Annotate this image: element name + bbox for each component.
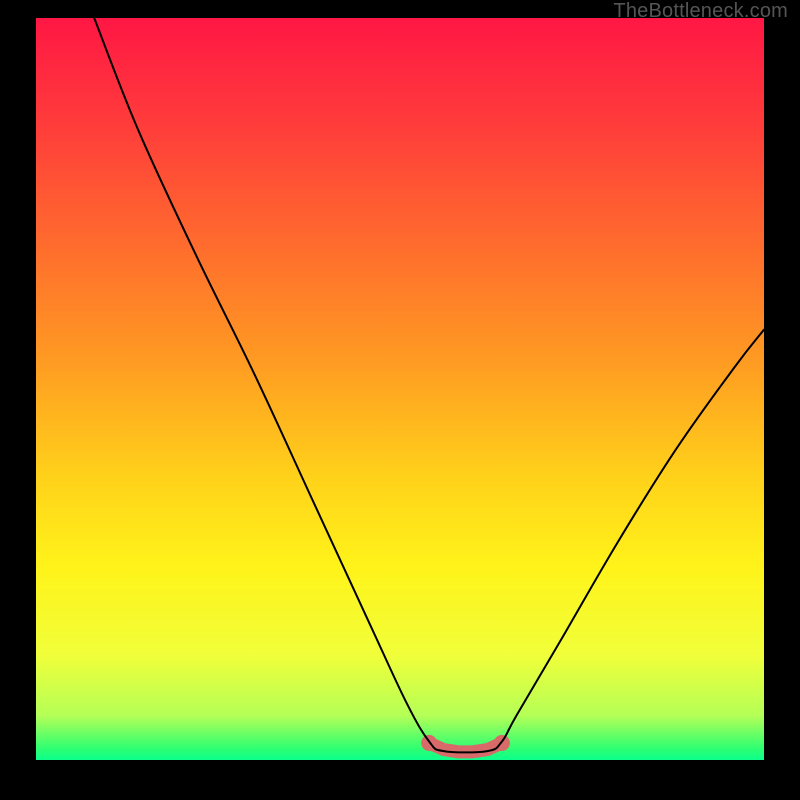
chart-stage: TheBottleneck.com	[0, 0, 800, 800]
curve-layer	[36, 18, 764, 760]
bottleneck-curve	[94, 18, 764, 752]
plot-area	[36, 18, 764, 760]
